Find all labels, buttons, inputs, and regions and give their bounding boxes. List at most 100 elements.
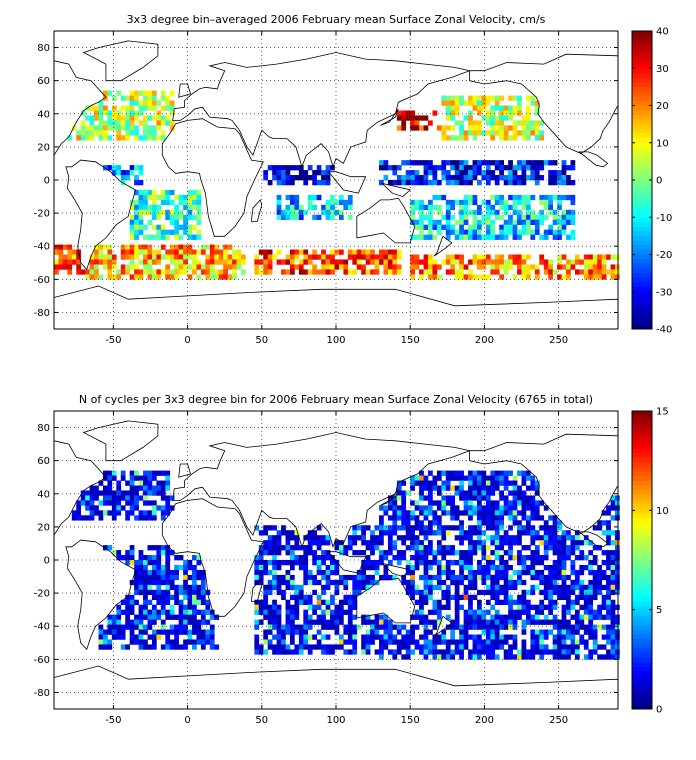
heatmap-cell — [597, 609, 602, 615]
heatmap-cell — [445, 644, 451, 650]
heatmap-cell — [151, 560, 157, 566]
heatmap-cell — [165, 194, 171, 201]
heatmap-cell — [356, 574, 362, 581]
heatmap-cell — [610, 495, 616, 501]
heatmap-cell — [450, 100, 456, 106]
heatmap-cell — [196, 619, 202, 625]
heatmap-cell — [387, 560, 393, 566]
x-tick-label: 200 — [475, 335, 494, 346]
heatmap-cell — [503, 614, 509, 620]
heatmap-cell — [477, 560, 482, 566]
heatmap-cell — [432, 654, 438, 660]
coastline — [172, 432, 472, 549]
heatmap-cell — [557, 520, 562, 526]
heatmap-cell — [419, 574, 424, 581]
heatmap-cell — [151, 254, 157, 260]
heatmap-cell — [254, 619, 260, 625]
heatmap-cell — [334, 589, 340, 596]
heatmap-cell — [472, 135, 478, 141]
heatmap-cell — [459, 120, 464, 126]
heatmap-cell — [521, 579, 527, 586]
heatmap-cell — [174, 269, 179, 275]
heatmap-cell — [606, 654, 611, 660]
heatmap-cell — [539, 604, 545, 610]
heatmap-cell — [490, 629, 496, 635]
heatmap-cell — [401, 624, 407, 630]
heatmap-cell — [512, 614, 518, 620]
heatmap-cell — [432, 639, 438, 645]
heatmap-cell — [183, 249, 188, 255]
heatmap-cell — [419, 259, 424, 265]
heatmap-cell — [508, 160, 513, 166]
heatmap-cell — [485, 629, 491, 635]
heatmap-cell — [325, 199, 331, 206]
heatmap-cell — [534, 535, 540, 541]
heatmap-cell — [192, 189, 197, 196]
heatmap-cell — [534, 120, 540, 126]
heatmap-cell — [441, 579, 447, 586]
heatmap-cell — [111, 95, 117, 101]
heatmap-cell — [592, 525, 598, 531]
heatmap-cell — [503, 259, 509, 265]
heatmap-cell — [303, 594, 309, 601]
heatmap-cell — [468, 584, 473, 591]
heatmap-cell — [610, 564, 616, 571]
heatmap-cell — [530, 535, 536, 541]
heatmap-cell — [543, 525, 549, 531]
heatmap-cell — [490, 175, 496, 181]
heatmap-cell — [472, 634, 478, 640]
heatmap-cell — [552, 619, 558, 625]
heatmap-cell — [450, 579, 456, 586]
heatmap-cell — [548, 199, 553, 206]
heatmap-cell — [379, 259, 384, 265]
heatmap-cell — [183, 579, 188, 586]
heatmap-cell — [543, 594, 549, 601]
heatmap-cell — [494, 234, 500, 240]
heatmap-cell — [468, 525, 473, 531]
heatmap-cell — [459, 470, 464, 476]
heatmap-cell — [468, 609, 473, 615]
heatmap-cell — [530, 500, 536, 506]
colorbar-segment — [632, 49, 652, 55]
heatmap-cell — [566, 654, 571, 660]
heatmap-cell — [503, 654, 509, 660]
colorbar-segment — [632, 434, 652, 440]
heatmap-cell — [365, 525, 371, 531]
heatmap-cell — [134, 180, 139, 186]
heatmap-cell — [534, 619, 540, 625]
heatmap-cell — [521, 175, 527, 181]
heatmap-cell — [370, 259, 375, 265]
heatmap-cell — [468, 579, 473, 586]
heatmap-cell — [169, 574, 175, 581]
heatmap-cell — [517, 574, 522, 581]
heatmap-cell — [548, 515, 553, 521]
heatmap-cell — [436, 564, 442, 571]
heatmap-cell — [450, 545, 456, 551]
heatmap-cell — [134, 579, 139, 586]
heatmap-cell — [517, 490, 522, 496]
heatmap-cell — [610, 619, 616, 625]
heatmap-cell — [485, 209, 491, 216]
heatmap-cell — [615, 555, 620, 561]
heatmap-cell — [102, 644, 108, 650]
heatmap-cell — [481, 95, 487, 101]
heatmap-cell — [525, 500, 531, 506]
heatmap-cell — [601, 644, 607, 650]
heatmap-cell — [338, 550, 344, 556]
heatmap-cell — [561, 229, 567, 235]
heatmap-cell — [62, 254, 68, 260]
heatmap-cell — [574, 644, 580, 650]
heatmap-cell — [392, 259, 398, 265]
heatmap-cell — [561, 550, 567, 556]
heatmap-cell — [539, 214, 545, 221]
heatmap-cell — [414, 624, 420, 630]
heatmap-cell — [125, 105, 130, 111]
heatmap-cell — [410, 254, 415, 260]
heatmap-cell — [468, 550, 473, 556]
heatmap-cell — [178, 599, 184, 605]
colorbar-segment — [632, 315, 652, 321]
heatmap-cell — [307, 259, 313, 265]
heatmap-cell — [330, 555, 335, 561]
heatmap-cell — [129, 214, 135, 221]
heatmap-cell — [156, 485, 162, 491]
